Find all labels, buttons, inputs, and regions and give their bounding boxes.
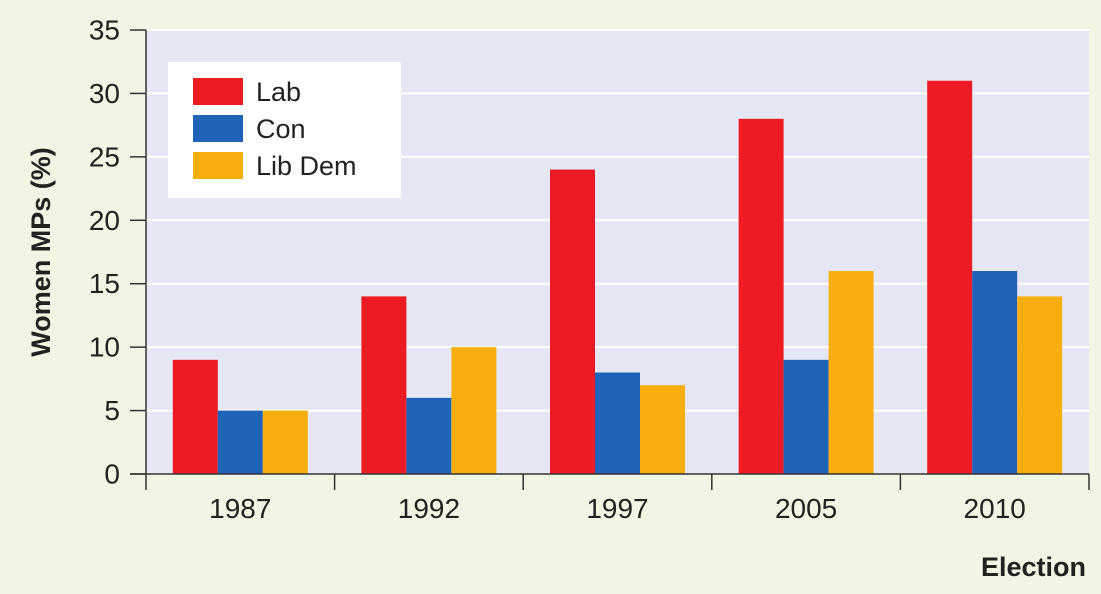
bar-con-1987 [217,410,263,474]
bar-lib-dem-1987 [262,410,308,474]
x-tick-label: 1997 [586,493,648,524]
bar-lab-1987 [172,359,218,474]
y-tick-label: 30 [89,78,120,109]
y-tick-label: 0 [104,459,120,490]
legend-label-lib-dem: Lib Dem [256,151,357,181]
bars-group [172,80,1063,475]
y-tick-label: 10 [89,332,120,363]
x-tick-label: 2005 [775,493,837,524]
bar-con-2010 [972,271,1018,474]
x-tick-label: 1987 [209,493,271,524]
x-tick-labels: 1987 1992 1997 2005 2010 [209,493,1026,524]
bar-lib-dem-1992 [451,347,497,474]
x-tick-label: 2010 [964,493,1026,524]
y-tick-label: 15 [89,268,120,299]
legend-swatch-con [193,115,243,142]
y-axis-label: Women MPs (%) [26,147,56,357]
y-tick-labels: 0 5 10 15 20 25 30 35 [89,15,120,490]
legend: Lab Con Lib Dem [168,62,401,198]
y-tick-label: 5 [104,395,120,426]
bar-lab-2010 [927,80,973,474]
axes-group [130,29,1090,490]
bar-con-2005 [783,359,829,474]
y-tick-label: 25 [89,141,120,172]
x-axis-label: Election [981,552,1086,582]
bar-lib-dem-2010 [1017,296,1063,474]
bar-lab-2005 [738,118,784,475]
y-tick-label: 20 [89,205,120,236]
bar-con-1992 [406,397,452,474]
bar-lab-1992 [361,296,407,474]
bar-lib-dem-2005 [828,271,874,474]
legend-swatch-lib-dem [193,152,243,179]
bar-lab-1997 [550,169,595,475]
legend-label-con: Con [256,114,306,144]
bar-lib-dem-1997 [640,385,685,474]
y-tick-label: 35 [89,15,120,46]
legend-label-lab: Lab [256,77,301,107]
legend-swatch-lab [193,78,243,105]
bar-con-1997 [595,372,640,474]
x-tick-label: 1992 [398,493,460,524]
